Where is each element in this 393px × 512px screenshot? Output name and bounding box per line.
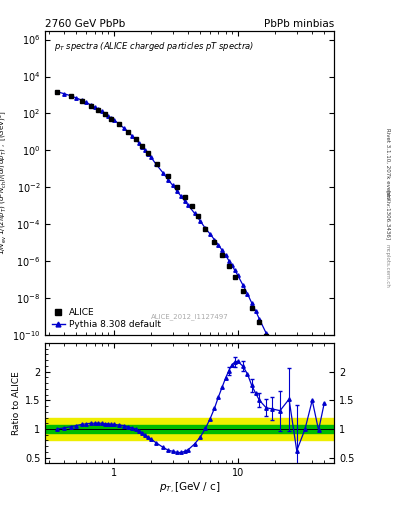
Text: ALICE_2012_I1127497: ALICE_2012_I1127497 (151, 313, 228, 320)
Text: 2760 GeV PbPb: 2760 GeV PbPb (45, 19, 125, 29)
Text: [arXiv:1306.3436]: [arXiv:1306.3436] (385, 190, 390, 240)
X-axis label: $p_{T,}$[GeV / c]: $p_{T,}$[GeV / c] (159, 481, 220, 496)
Y-axis label: Ratio to ALICE: Ratio to ALICE (12, 371, 21, 435)
Text: mcplots.cern.ch: mcplots.cern.ch (385, 244, 390, 288)
Legend: ALICE, Pythia 8.308 default: ALICE, Pythia 8.308 default (50, 307, 162, 331)
Y-axis label: $1 / N_\mathrm{ev}\ 1 / (2\pi p_T)\ (d^2N_\mathrm{ch}) / (d\eta\, dp_T)\ ;\ [(\m: $1 / N_\mathrm{ev}\ 1 / (2\pi p_T)\ (d^2… (0, 111, 9, 255)
Text: PbPb minbias: PbPb minbias (264, 19, 334, 29)
Text: $p_T$ spectra (ALICE charged particles pT spectra): $p_T$ spectra (ALICE charged particles p… (54, 40, 254, 53)
Text: Rivet 3.1.10, 207k events: Rivet 3.1.10, 207k events (385, 129, 390, 199)
